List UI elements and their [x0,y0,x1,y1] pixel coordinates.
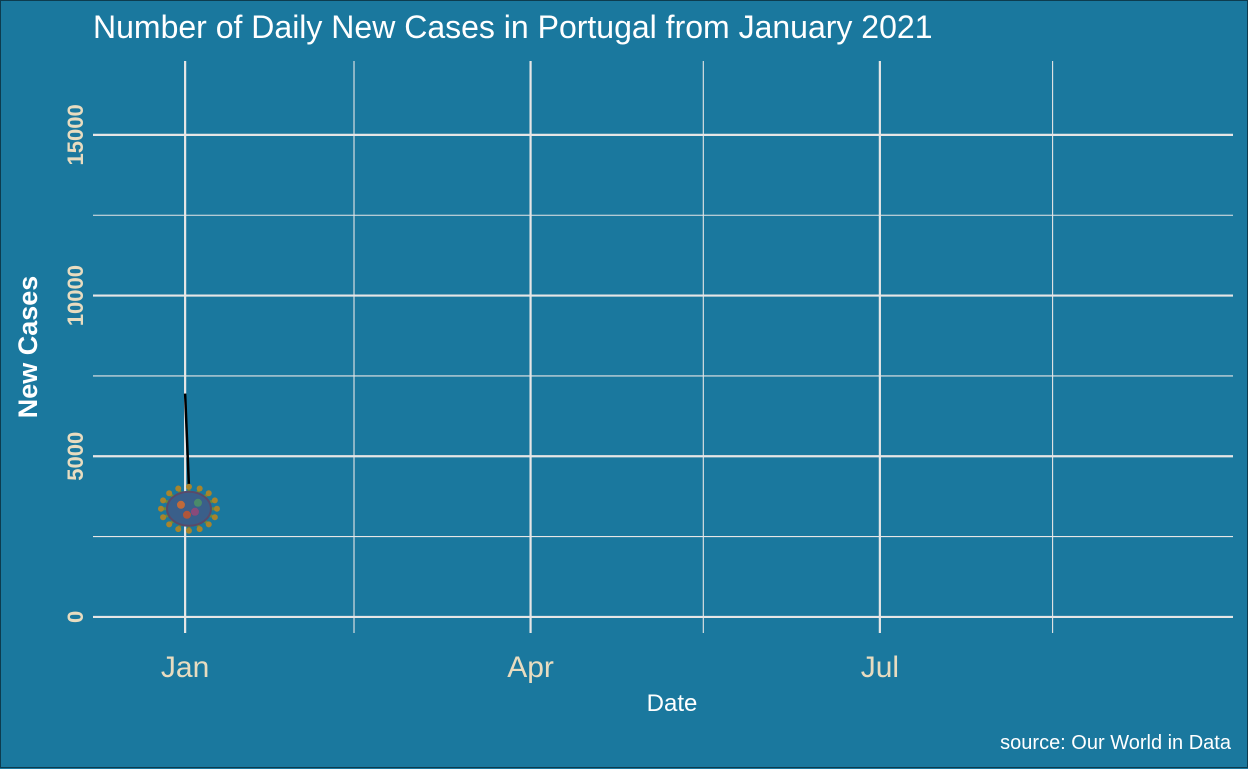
series-line [183,393,191,487]
x-tick-label: Apr [507,651,554,684]
x-tick-label: Jan [161,651,209,684]
y-tick-label: 15000 [63,104,88,165]
x-tick-label: Jul [861,651,899,684]
y-axis-label: New Cases [13,276,43,419]
virus-icon [157,483,220,534]
source-caption: source: Our World in Data [1000,732,1231,754]
y-tick-label: 10000 [63,265,88,326]
x-axis-label: Date [647,690,698,717]
chart-title: Number of Daily New Cases in Portugal fr… [93,9,933,45]
y-tick-label: 0 [63,611,88,623]
y-tick-label: 5000 [63,432,88,481]
